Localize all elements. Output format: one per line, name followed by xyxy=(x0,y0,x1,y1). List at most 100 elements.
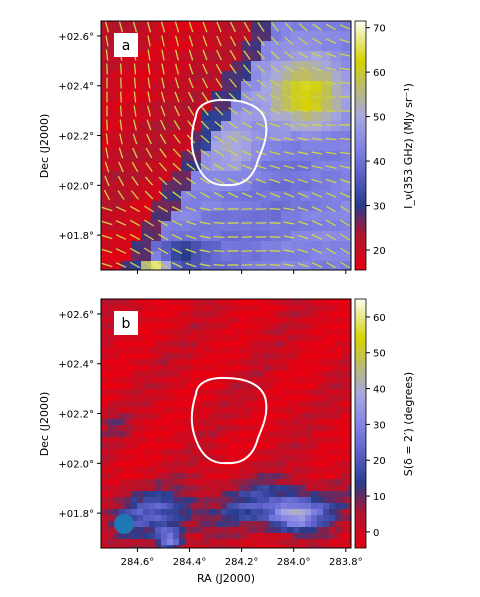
map-pixel xyxy=(161,377,168,384)
map-pixel xyxy=(257,467,264,474)
map-pixel xyxy=(257,413,264,420)
x-ticks-a xyxy=(137,270,345,274)
map-pixel xyxy=(227,455,234,462)
map-pixel xyxy=(347,419,354,426)
map-pixel xyxy=(347,299,354,306)
map-pixel xyxy=(257,521,264,528)
map-pixel xyxy=(215,479,222,486)
map-pixel xyxy=(167,377,174,384)
map-pixel xyxy=(329,389,336,396)
map-pixel xyxy=(125,491,132,498)
map-pixel xyxy=(281,141,292,152)
map-pixel xyxy=(341,329,348,336)
map-pixel xyxy=(341,101,352,112)
map-pixel xyxy=(335,533,342,540)
map-pixel xyxy=(197,305,204,312)
map-pixel xyxy=(287,527,294,534)
map-pixel xyxy=(239,395,246,402)
map-pixel xyxy=(197,389,204,396)
map-pixel xyxy=(311,443,318,450)
map-pixel xyxy=(101,521,108,528)
map-pixel xyxy=(131,171,142,182)
map-pixel xyxy=(203,371,210,378)
polarization-segment xyxy=(326,111,337,112)
map-pixel xyxy=(251,317,258,324)
map-pixel xyxy=(191,211,202,222)
map-pixel xyxy=(251,353,258,360)
map-pixel xyxy=(299,395,306,402)
map-pixel xyxy=(335,401,342,408)
map-pixel xyxy=(263,383,270,390)
map-pixel xyxy=(275,353,282,360)
map-pixel xyxy=(167,389,174,396)
map-pixel xyxy=(305,419,312,426)
map-pixel xyxy=(329,383,336,390)
map-pixel xyxy=(107,515,114,522)
map-pixel xyxy=(173,419,180,426)
map-pixel xyxy=(323,401,330,408)
map-pixel xyxy=(287,359,294,366)
map-pixel xyxy=(287,353,294,360)
map-pixel xyxy=(161,191,172,202)
map-pixel xyxy=(293,539,300,546)
map-pixel xyxy=(269,431,276,438)
map-pixel xyxy=(197,311,204,318)
map-pixel xyxy=(215,317,222,324)
map-pixel xyxy=(151,21,162,32)
map-pixel xyxy=(131,407,138,414)
map-pixel xyxy=(263,467,270,474)
map-pixel xyxy=(209,437,216,444)
x-tick-label: 284.0° xyxy=(277,557,311,568)
map-pixel xyxy=(299,503,306,510)
map-pixel xyxy=(241,61,252,72)
map-pixel xyxy=(275,305,282,312)
map-pixel xyxy=(233,503,240,510)
map-pixel xyxy=(203,305,210,312)
map-pixel xyxy=(341,509,348,516)
map-pixel xyxy=(251,521,258,528)
map-pixel xyxy=(221,299,228,306)
map-pixel xyxy=(191,467,198,474)
map-pixel xyxy=(155,437,162,444)
colorbar-tick-label: 30 xyxy=(373,202,386,213)
map-pixel xyxy=(203,419,210,426)
map-pixel xyxy=(121,81,132,92)
map-pixel xyxy=(197,347,204,354)
map-pixel xyxy=(293,437,300,444)
map-pixel xyxy=(257,455,264,462)
map-pixel xyxy=(299,491,306,498)
map-pixel xyxy=(173,389,180,396)
map-pixel xyxy=(233,299,240,306)
map-pixel xyxy=(173,461,180,468)
map-pixel xyxy=(305,299,312,306)
map-pixel xyxy=(231,171,242,182)
colorbar-tick-label: 50 xyxy=(373,349,386,360)
map-pixel xyxy=(197,401,204,408)
map-pixel xyxy=(221,81,232,92)
map-pixel xyxy=(275,437,282,444)
map-pixel xyxy=(167,299,174,306)
map-pixel xyxy=(287,461,294,468)
map-pixel xyxy=(107,389,114,396)
map-pixel xyxy=(161,401,168,408)
map-pixel xyxy=(121,21,132,32)
map-pixel xyxy=(179,317,186,324)
map-pixel xyxy=(227,497,234,504)
map-pixel xyxy=(221,413,228,420)
map-pixel xyxy=(125,539,132,546)
map-pixel xyxy=(167,449,174,456)
colorbar-tick-label: 30 xyxy=(373,420,386,431)
map-pixel xyxy=(167,539,174,546)
map-pixel xyxy=(347,431,354,438)
map-pixel xyxy=(121,141,132,152)
map-pixel xyxy=(299,353,306,360)
map-pixel xyxy=(269,335,276,342)
map-pixel xyxy=(167,533,174,540)
map-pixel xyxy=(287,347,294,354)
map-pixel xyxy=(185,437,192,444)
map-pixel xyxy=(287,299,294,306)
map-pixel xyxy=(125,395,132,402)
map-pixel xyxy=(263,305,270,312)
map-pixel xyxy=(151,111,162,122)
map-pixel xyxy=(275,509,282,516)
